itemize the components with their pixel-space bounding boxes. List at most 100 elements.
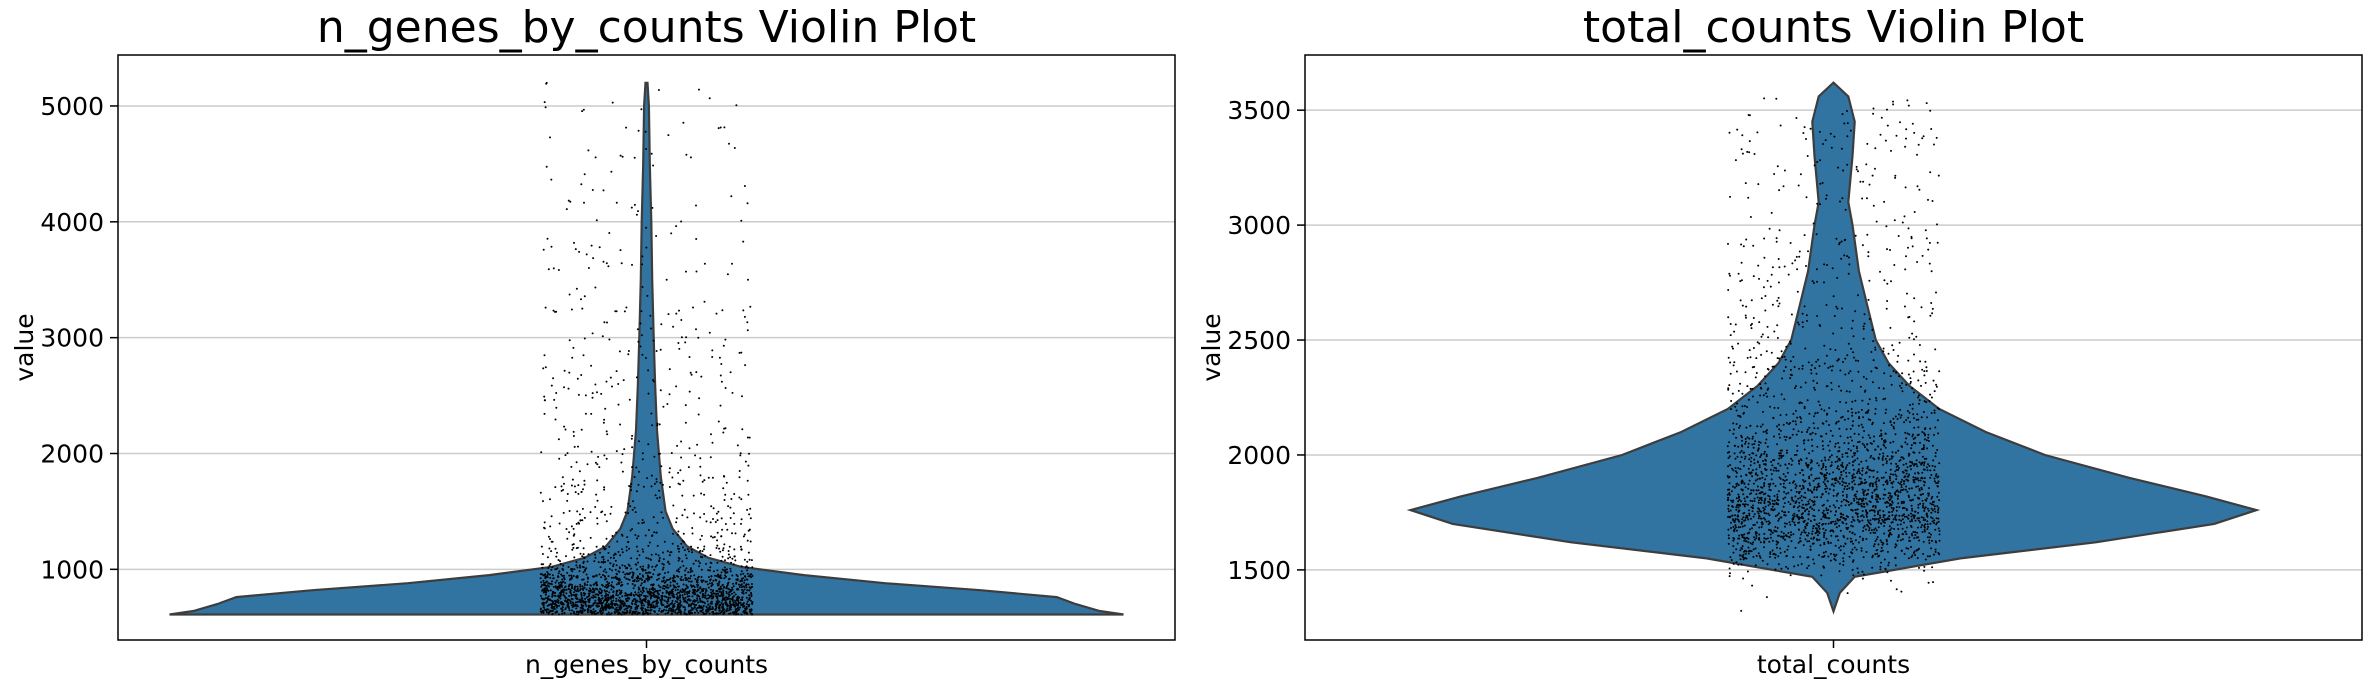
data-point xyxy=(1741,392,1744,395)
data-point xyxy=(572,527,575,530)
data-point xyxy=(561,585,563,588)
data-point xyxy=(747,566,749,569)
data-point xyxy=(1854,512,1857,514)
data-point xyxy=(1771,365,1774,368)
data-point xyxy=(1818,522,1821,525)
data-point xyxy=(544,588,546,591)
data-point xyxy=(618,596,621,599)
violin-body xyxy=(1406,81,2261,615)
data-point xyxy=(1852,473,1855,476)
data-point xyxy=(1757,552,1760,555)
data-point xyxy=(635,545,638,548)
data-point xyxy=(671,542,674,545)
data-point xyxy=(1852,420,1854,423)
data-point xyxy=(1905,128,1908,131)
data-point xyxy=(668,467,671,470)
data-point xyxy=(1781,449,1783,452)
data-point xyxy=(611,576,613,579)
data-point xyxy=(1938,370,1941,373)
data-point xyxy=(1888,515,1891,518)
data-point xyxy=(1934,548,1937,551)
data-point xyxy=(700,579,703,582)
data-point xyxy=(568,595,571,597)
data-point xyxy=(1755,537,1758,540)
data-point xyxy=(575,613,578,616)
data-point xyxy=(1856,518,1859,521)
data-point xyxy=(1923,525,1926,527)
data-point xyxy=(1741,489,1744,492)
data-point xyxy=(677,611,680,614)
data-point xyxy=(1891,486,1894,489)
data-point xyxy=(658,496,661,499)
data-point xyxy=(676,601,679,604)
data-point xyxy=(693,574,696,577)
data-point xyxy=(1803,407,1806,410)
data-point xyxy=(1840,504,1843,507)
data-point xyxy=(1921,531,1924,533)
data-point xyxy=(1737,467,1740,470)
data-point xyxy=(1844,208,1847,211)
data-point xyxy=(1824,522,1827,525)
data-point xyxy=(596,593,598,596)
data-point xyxy=(1794,495,1797,498)
data-point xyxy=(646,595,649,598)
data-point xyxy=(1917,511,1920,514)
data-point xyxy=(694,611,696,614)
data-point xyxy=(600,606,603,609)
data-point xyxy=(634,603,637,606)
data-point xyxy=(1752,555,1755,558)
data-point xyxy=(1908,336,1911,339)
data-point xyxy=(1767,500,1770,503)
data-point xyxy=(1835,510,1837,513)
data-point xyxy=(562,591,565,594)
data-point xyxy=(726,571,729,574)
data-point xyxy=(1900,590,1903,593)
data-point xyxy=(704,592,707,594)
data-point xyxy=(1749,472,1752,475)
data-point xyxy=(1905,469,1908,472)
data-point xyxy=(1836,499,1838,502)
data-point xyxy=(661,610,664,613)
data-point xyxy=(582,488,584,491)
data-point xyxy=(652,589,655,592)
data-point xyxy=(1727,528,1730,531)
data-point xyxy=(1877,494,1879,497)
data-point xyxy=(733,591,736,594)
data-point xyxy=(1916,261,1919,263)
data-point xyxy=(1847,448,1850,450)
data-point xyxy=(1920,526,1923,529)
data-point xyxy=(1745,473,1748,476)
data-point xyxy=(1876,552,1879,555)
data-point xyxy=(541,588,544,591)
data-point xyxy=(740,586,743,589)
data-point xyxy=(1777,519,1780,522)
data-point xyxy=(711,582,713,584)
data-point xyxy=(1829,510,1832,513)
data-point xyxy=(1884,441,1887,443)
data-point xyxy=(1792,500,1795,503)
data-point xyxy=(1812,514,1815,517)
data-point xyxy=(1933,469,1936,472)
data-point xyxy=(1746,496,1749,499)
data-point xyxy=(1905,533,1908,536)
data-point xyxy=(1854,234,1857,237)
data-point xyxy=(723,577,726,580)
data-point xyxy=(593,560,596,563)
data-point xyxy=(691,532,694,535)
data-point xyxy=(1841,464,1844,467)
data-point xyxy=(1770,508,1773,511)
data-point xyxy=(570,574,573,577)
data-point xyxy=(1798,501,1801,504)
data-point xyxy=(1846,436,1849,439)
data-point xyxy=(1815,538,1818,541)
data-point xyxy=(561,606,564,609)
data-point xyxy=(621,603,624,606)
data-point xyxy=(1918,488,1921,490)
data-point xyxy=(1936,419,1939,422)
data-point xyxy=(1751,527,1753,530)
data-point xyxy=(608,591,611,594)
data-point xyxy=(581,507,584,510)
data-point xyxy=(1910,518,1913,521)
data-point xyxy=(731,586,734,589)
data-point xyxy=(679,483,681,486)
